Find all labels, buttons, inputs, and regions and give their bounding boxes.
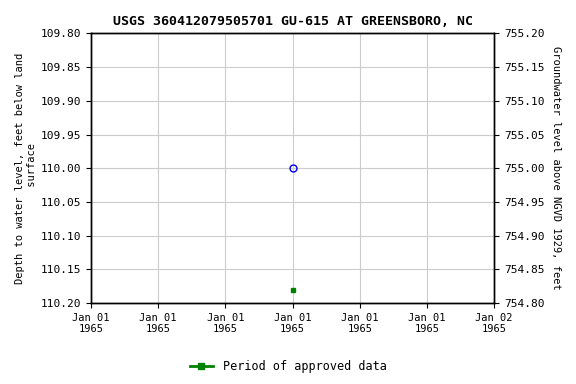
Title: USGS 360412079505701 GU-615 AT GREENSBORO, NC: USGS 360412079505701 GU-615 AT GREENSBOR… bbox=[112, 15, 472, 28]
Y-axis label: Depth to water level, feet below land
 surface: Depth to water level, feet below land su… bbox=[15, 53, 37, 284]
Y-axis label: Groundwater level above NGVD 1929, feet: Groundwater level above NGVD 1929, feet bbox=[551, 46, 561, 290]
Legend: Period of approved data: Period of approved data bbox=[185, 356, 391, 378]
